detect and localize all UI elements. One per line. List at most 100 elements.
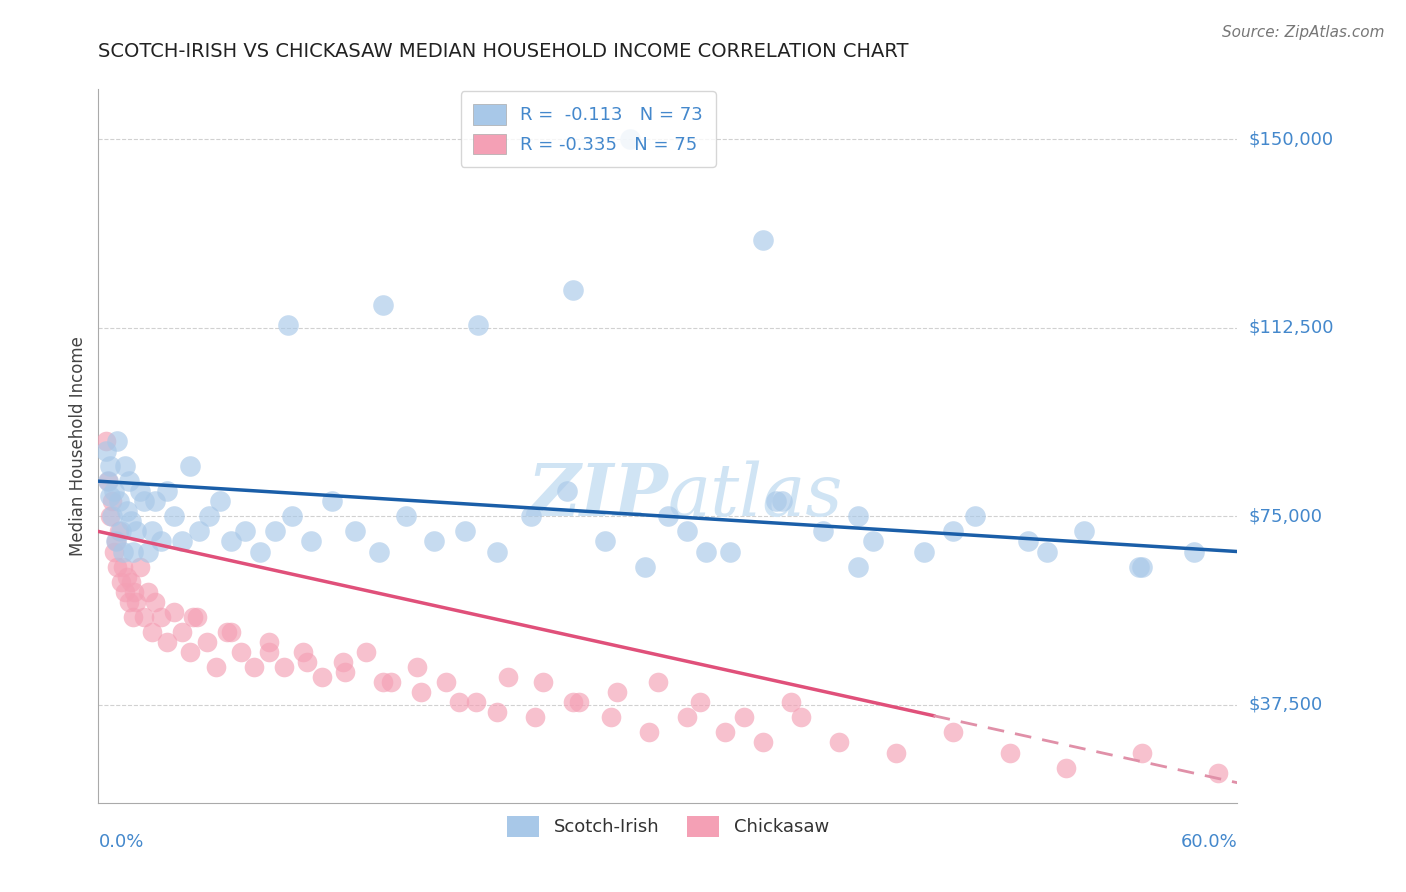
Point [343,524,366,539]
Point [371,298,394,312]
Point [846,559,869,574]
Point [112,559,135,574]
Point [179,459,201,474]
Point [454,524,477,539]
Point [619,132,641,146]
Point [657,509,679,524]
Point [163,605,186,619]
Point [186,610,208,624]
Point [145,494,167,508]
Point [676,524,699,539]
Point [676,710,699,724]
Point [108,494,131,508]
Point [120,574,142,589]
Point [107,559,129,574]
Point [259,645,281,659]
Point [125,595,148,609]
Point [1132,746,1154,760]
Point [380,675,402,690]
Text: Source: ZipAtlas.com: Source: ZipAtlas.com [1222,25,1385,40]
Point [108,524,131,539]
Point [1128,559,1150,574]
Point [354,645,377,659]
Point [120,515,142,529]
Point [156,484,179,499]
Point [156,635,179,649]
Point [720,544,742,558]
Point [233,524,256,539]
Point [136,544,159,558]
Point [790,710,813,724]
Point [195,635,218,649]
Point [562,695,585,709]
Point [259,635,281,649]
Point [129,484,152,499]
Point [124,584,146,599]
Point [104,534,127,549]
Point [112,544,135,558]
Point [467,318,489,333]
Point [371,675,394,690]
Text: $150,000: $150,000 [1249,130,1333,148]
Point [132,494,155,508]
Point [277,318,299,333]
Point [1056,761,1078,775]
Text: $112,500: $112,500 [1249,319,1334,337]
Point [114,459,136,474]
Point [765,494,787,508]
Point [689,695,711,709]
Point [100,509,122,524]
Point [321,494,343,508]
Point [531,675,554,690]
Text: 0.0%: 0.0% [98,833,143,851]
Point [884,746,907,760]
Point [118,474,141,488]
Point [520,509,543,524]
Point [100,494,122,508]
Point [94,434,117,448]
Point [752,735,775,749]
Point [638,725,661,739]
Point [714,725,737,739]
Point [197,509,219,524]
Point [141,524,163,539]
Point [150,610,173,624]
Point [104,534,127,549]
Point [1132,559,1154,574]
Point [292,645,315,659]
Point [1073,524,1095,539]
Point [281,509,304,524]
Point [97,474,120,488]
Point [562,283,585,297]
Point [163,509,186,524]
Point [647,675,669,690]
Point [132,610,155,624]
Point [332,655,354,669]
Point [486,544,509,558]
Point [1036,544,1059,558]
Point [110,524,132,539]
Text: atlas: atlas [668,460,844,532]
Point [208,494,231,508]
Point [780,695,803,709]
Point [170,534,193,549]
Text: SCOTCH-IRISH VS CHICKASAW MEDIAN HOUSEHOLD INCOME CORRELATION CHART: SCOTCH-IRISH VS CHICKASAW MEDIAN HOUSEHO… [98,42,908,61]
Point [170,624,193,639]
Point [912,544,935,558]
Point [395,509,418,524]
Point [136,584,159,599]
Point [205,660,228,674]
Point [98,489,121,503]
Point [121,610,143,624]
Point [125,524,148,539]
Point [593,534,616,549]
Point [103,544,125,558]
Point [94,444,117,458]
Point [179,645,201,659]
Point [150,534,173,549]
Point [311,670,333,684]
Point [249,544,271,558]
Point [606,685,628,699]
Point [813,524,835,539]
Point [568,695,591,709]
